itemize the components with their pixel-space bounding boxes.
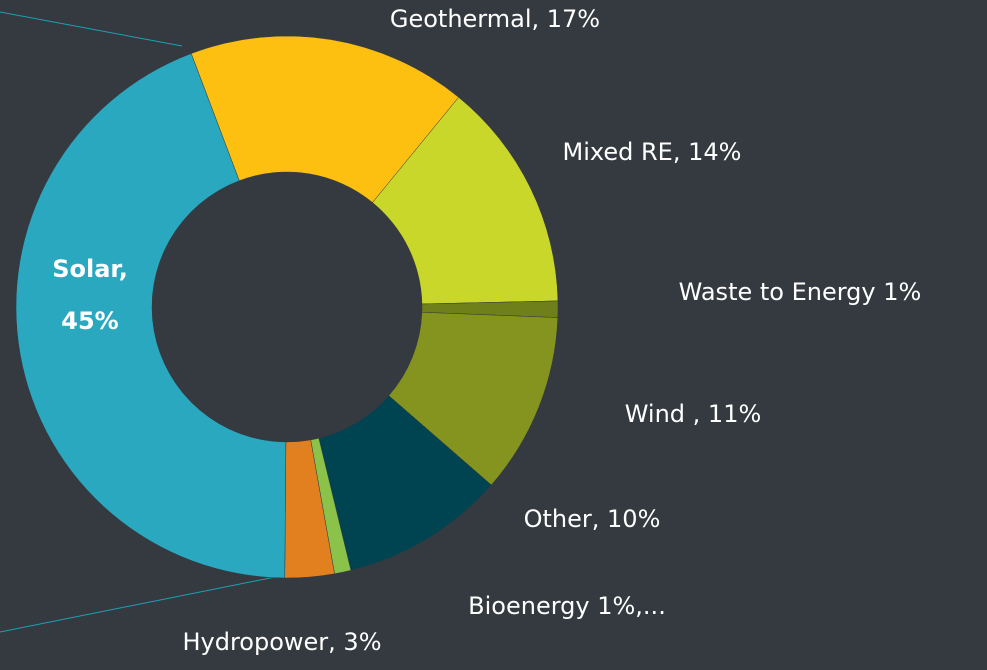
data-label: Solar, 45% [52, 255, 128, 335]
data-label: Bioenergy 1%,... [468, 592, 666, 620]
data-label: Hydropower, 3% [182, 628, 381, 656]
donut-segment [372, 96, 559, 305]
data-label: Waste to Energy 1% [679, 278, 922, 306]
donut-segment [15, 53, 287, 579]
leader-line [0, 570, 306, 633]
data-label: Mixed RE, 14% [563, 138, 742, 166]
leader-line [0, 11, 183, 47]
data-label: Wind , 11% [625, 400, 762, 428]
donut-segment [190, 35, 459, 203]
data-label: Other, 10% [524, 505, 661, 533]
data-label: Geothermal, 17% [390, 5, 600, 33]
